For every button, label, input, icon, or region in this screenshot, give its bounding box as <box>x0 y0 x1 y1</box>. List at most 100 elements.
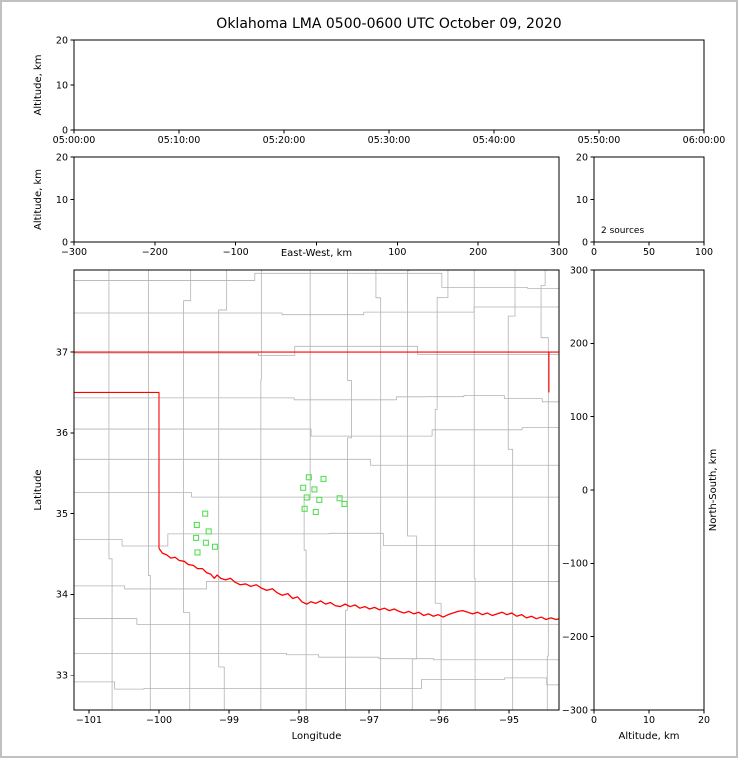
red-river-border <box>158 547 559 621</box>
x-tick-label: 100 <box>695 247 713 258</box>
x-tick-label: −98 <box>289 715 309 726</box>
x-tick-label: −101 <box>76 715 102 726</box>
x-tick-label: 0 <box>591 715 597 726</box>
x-tick-label: 05:00:00 <box>53 135 96 146</box>
county-line <box>74 458 559 466</box>
lma-station-marker <box>193 534 200 541</box>
county-line <box>183 270 192 710</box>
y-tick-label: 36 <box>56 428 68 439</box>
lon-height-panel <box>73 156 560 243</box>
x-tick-label: 20 <box>698 715 710 726</box>
y-tick-label: −300 <box>562 705 588 716</box>
map-ylabel: Latitude <box>33 469 44 510</box>
map-content <box>74 270 559 710</box>
x-tick-label: 300 <box>550 247 568 258</box>
lon-height-panel-group: −300 −200 −100 100 200 300 0 10 20 <box>56 152 568 258</box>
histogram-panel-group: 0 50 100 0 10 20 <box>576 152 713 258</box>
y-tick-label: 10 <box>56 195 68 206</box>
lma-station-marker <box>320 475 327 482</box>
y-tick-label: 35 <box>56 509 68 520</box>
eastwest-xlabel: East-West, km <box>281 248 352 259</box>
x-tick-label: 10 <box>643 715 655 726</box>
county-line <box>74 395 559 403</box>
county-line <box>74 532 559 547</box>
sources-count-annotation: 2 sources <box>601 226 644 236</box>
lma-station-marker <box>193 521 200 528</box>
x-tick-label: 05:30:00 <box>368 135 411 146</box>
lma-station-marker <box>301 505 308 512</box>
x-tick-label: 06:00:00 <box>683 135 726 146</box>
lma-station-marker <box>202 539 209 546</box>
y-tick-label: 10 <box>576 195 588 206</box>
y-tick-label: −100 <box>562 559 588 570</box>
county-line <box>507 270 516 710</box>
northsouth-ylabel: North-South, km <box>708 449 719 532</box>
y-tick-label: 20 <box>56 152 68 163</box>
y-tick-label: 10 <box>56 80 68 91</box>
generated-plot-content: 05:00:00 05:10:00 05:20:00 05:30:00 05:40:00… <box>53 35 726 726</box>
y-tick-label: 20 <box>576 152 588 163</box>
x-tick-label: −200 <box>142 247 168 258</box>
county-line <box>375 270 382 710</box>
county-line <box>74 677 559 690</box>
county-line <box>434 270 449 710</box>
lma-station-marker <box>336 495 343 502</box>
y-tick-label: 300 <box>570 265 588 276</box>
lat-height-panel-group: 0 10 20 −300 −200 −100 0 100 200 300 <box>562 265 710 726</box>
county-line <box>473 270 476 710</box>
lat-height-panel <box>593 269 705 711</box>
eastwest-height-ylabel: Altitude, km <box>33 169 44 230</box>
x-tick-label: 05:50:00 <box>578 135 621 146</box>
y-tick-label: 20 <box>56 35 68 46</box>
x-tick-label: 100 <box>388 247 406 258</box>
x-tick-label: −95 <box>499 715 519 726</box>
county-line <box>218 270 228 710</box>
lma-station-marker <box>300 484 307 491</box>
y-tick-label: 100 <box>570 412 588 423</box>
lma-station-marker <box>303 494 310 501</box>
county-line <box>74 581 559 590</box>
county-line <box>74 652 559 661</box>
lma-station-marker <box>211 543 219 550</box>
y-tick-label: 0 <box>582 237 588 248</box>
lma-station-marker <box>311 486 318 493</box>
lma-station-marker <box>341 500 348 507</box>
county-line <box>407 270 418 710</box>
x-tick-label: −300 <box>61 247 87 258</box>
y-tick-label: 0 <box>62 125 68 136</box>
lma-station-marker <box>205 528 212 535</box>
x-tick-label: 200 <box>469 247 487 258</box>
lma-station-marker <box>194 549 201 556</box>
lma-station-marker <box>202 510 209 517</box>
y-tick-label: 0 <box>62 237 68 248</box>
x-tick-label: −97 <box>359 715 379 726</box>
x-tick-label: 0 <box>591 247 597 258</box>
x-tick-label: 50 <box>643 247 655 258</box>
county-line <box>74 306 559 316</box>
y-tick-label: 37 <box>56 347 68 358</box>
lma-station-marker <box>316 496 323 503</box>
y-tick-label: 200 <box>570 339 588 350</box>
y-tick-label: −200 <box>562 632 588 643</box>
time-height-panel-group: 05:00:00 05:10:00 05:20:00 05:30:00 05:40:00… <box>53 35 726 146</box>
x-tick-label: 05:40:00 <box>473 135 516 146</box>
x-tick-label: 05:10:00 <box>158 135 201 146</box>
county-line <box>74 345 559 356</box>
county-line <box>303 270 311 710</box>
y-tick-label: 33 <box>56 671 68 682</box>
county-line <box>345 270 352 710</box>
county-line <box>108 270 113 710</box>
map-panel-frame <box>73 269 560 711</box>
x-tick-label: −100 <box>146 715 172 726</box>
county-line <box>540 270 549 710</box>
county-line <box>74 272 559 289</box>
county-line <box>74 492 559 498</box>
county-line <box>147 270 151 710</box>
time-height-ylabel: Altitude, km <box>33 55 44 116</box>
county-line <box>74 427 559 437</box>
time-height-panel <box>73 39 705 131</box>
map-xlabel: Longitude <box>292 731 342 742</box>
lma-station-marker <box>305 474 312 481</box>
map-panel-group: −101 −100 −99 −98 −97 −96 −95 33 34 35 36 37 <box>56 269 560 726</box>
